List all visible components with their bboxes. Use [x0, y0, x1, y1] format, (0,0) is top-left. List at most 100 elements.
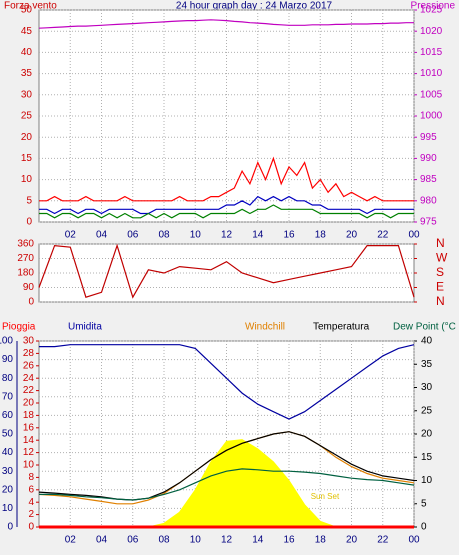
y-tick-label: 20 — [2, 484, 14, 495]
y2-tick-label: 1005 — [420, 89, 443, 100]
y-tick-label: 20 — [21, 132, 33, 143]
y2-tick-label: 0 — [421, 522, 427, 533]
y-tick-label: 40 — [21, 47, 33, 58]
x-tick-label: 14 — [252, 535, 264, 546]
y-tick-label: 10 — [2, 503, 14, 514]
y-tick-label: 100 — [0, 336, 13, 347]
y2-tick-label: 975 — [420, 217, 437, 228]
y2-tick-label: 1000 — [420, 111, 443, 122]
y-tick-label: 90 — [2, 354, 14, 365]
y3-tick-label: 2 — [28, 509, 34, 520]
x-tick-label: 18 — [315, 535, 327, 546]
x-tick-label: 06 — [127, 230, 139, 241]
x-tick-label: 10 — [190, 230, 202, 241]
x-tick-label: 20 — [346, 230, 358, 241]
y2-tick-label: 995 — [420, 132, 437, 143]
x-tick-label: 00 — [408, 230, 420, 241]
y2-tick-label: 40 — [421, 336, 433, 347]
y3-tick-label: 0 — [28, 522, 34, 533]
y-tick-label: 40 — [2, 447, 14, 458]
y-tick-label: 180 — [17, 268, 34, 279]
x-tick-label: 02 — [65, 535, 77, 546]
y3-tick-label: 26 — [23, 360, 35, 371]
y3-tick-label: 20 — [23, 398, 35, 409]
y2-tick-label: 15 — [421, 452, 433, 463]
x-tick-label: 14 — [252, 230, 264, 241]
y2-tick-label: 20 — [421, 429, 433, 440]
chart-title: 24 hour graph day : 24 Marzo 2017 — [176, 1, 333, 12]
x-tick-label: 18 — [315, 230, 327, 241]
x-tick-label: 16 — [283, 535, 295, 546]
x-tick-label: 08 — [158, 230, 170, 241]
y-tick-label: 60 — [2, 410, 14, 421]
y2-tick-label: 10 — [421, 475, 433, 486]
y2-tick-label: W — [436, 251, 448, 265]
y2-tick-label: 1020 — [420, 26, 443, 37]
y3-tick-label: 30 — [23, 336, 35, 347]
x-tick-label: 08 — [158, 535, 170, 546]
y-tick-label: 30 — [21, 89, 33, 100]
x-tick-label: 00 — [408, 535, 420, 546]
y-tick-label: 0 — [7, 522, 13, 533]
y3-tick-label: 10 — [23, 460, 35, 471]
y2-tick-label: 1015 — [420, 47, 443, 58]
legend-label: Dew Point (°C — [393, 322, 456, 333]
y2-tick-label: 1010 — [420, 68, 443, 79]
series-line — [39, 468, 415, 501]
y2-tick-label: N — [436, 236, 445, 250]
y-tick-label: 25 — [21, 111, 33, 122]
y-tick-label: 5 — [26, 195, 32, 206]
x-tick-label: 20 — [346, 535, 358, 546]
y2-tick-label: 5 — [421, 498, 427, 509]
series-line — [39, 204, 414, 219]
x-tick-label: 02 — [65, 230, 77, 241]
series-line — [38, 19, 414, 29]
y2-tick-label: 1025 — [420, 5, 443, 16]
y-tick-label: 360 — [17, 239, 34, 250]
legend-label: Pioggia — [2, 322, 36, 333]
y2-tick-label: N — [436, 294, 445, 308]
series-line — [38, 243, 415, 299]
y-tick-label: 90 — [23, 282, 35, 293]
x-tick-label: 16 — [283, 230, 295, 241]
y-tick-label: 10 — [21, 174, 33, 185]
y2-tick-label: 30 — [421, 382, 433, 393]
y-tick-label: 50 — [2, 429, 14, 440]
legend-label: Umidita — [68, 322, 102, 333]
y-tick-label: 270 — [17, 253, 34, 264]
y2-tick-label: 25 — [421, 405, 433, 416]
y3-tick-label: 22 — [23, 385, 35, 396]
y-tick-label: 70 — [2, 391, 14, 402]
y-tick-label: 35 — [21, 68, 33, 79]
y3-tick-label: 12 — [23, 447, 35, 458]
y2-tick-label: E — [436, 280, 444, 294]
x-tick-label: 12 — [221, 535, 233, 546]
y3-tick-label: 14 — [23, 435, 35, 446]
annotation: Sun Set — [311, 492, 340, 501]
y3-tick-label: 8 — [28, 472, 34, 483]
x-tick-label: 04 — [96, 230, 108, 241]
y-tick-label: 15 — [21, 153, 33, 164]
x-tick-label: 10 — [190, 535, 202, 546]
wind-axis-label: Forza vento — [4, 1, 57, 12]
y2-tick-label: 990 — [420, 153, 437, 164]
y2-tick-label: 35 — [421, 359, 433, 370]
y3-tick-label: 18 — [23, 410, 35, 421]
y-tick-label: 50 — [21, 5, 33, 16]
y3-tick-label: 24 — [23, 373, 35, 384]
y-tick-label: 0 — [26, 217, 32, 228]
y3-tick-label: 4 — [28, 497, 34, 508]
series-line — [39, 156, 414, 202]
y3-tick-label: 6 — [28, 484, 34, 495]
y2-tick-label: 985 — [420, 174, 437, 185]
x-tick-label: 22 — [377, 230, 389, 241]
series-line — [39, 344, 415, 420]
legend-label: Temperatura — [313, 322, 370, 333]
y-tick-label: 0 — [28, 297, 34, 308]
y-tick-label: 30 — [2, 466, 14, 477]
x-tick-label: 12 — [221, 230, 233, 241]
x-tick-label: 04 — [96, 535, 108, 546]
series-line — [38, 431, 415, 501]
legend-label: Windchill — [245, 322, 285, 333]
